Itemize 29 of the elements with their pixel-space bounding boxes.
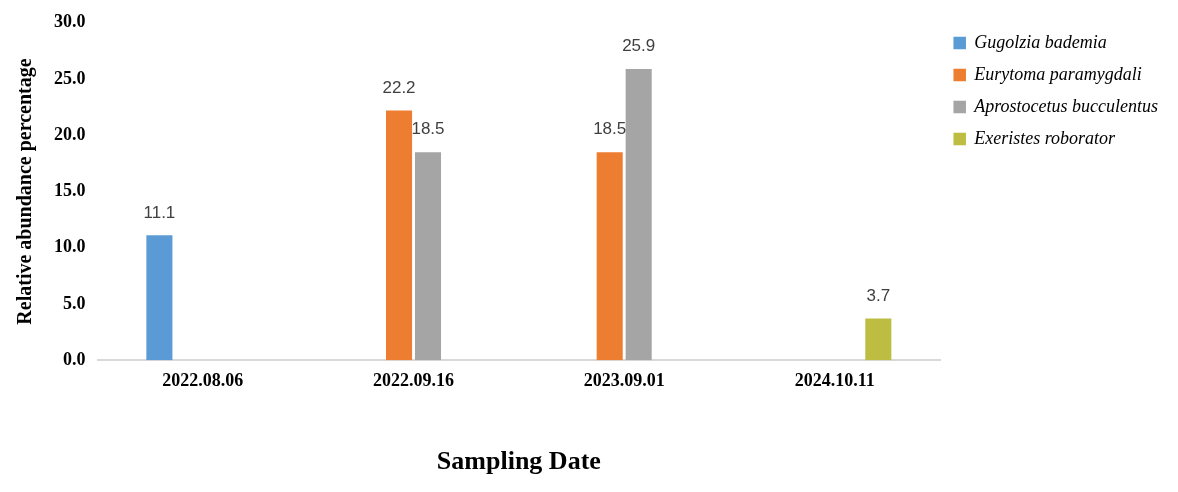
y-axis-title: Relative abundance percentage <box>13 58 37 325</box>
bar <box>596 152 623 361</box>
bar <box>865 318 892 361</box>
y-tick-label: 25.0 <box>54 67 86 88</box>
x-tick-label: 2022.08.06 <box>162 369 244 390</box>
data-label: 18.5 <box>411 119 445 139</box>
y-tick-label: 15.0 <box>54 180 86 201</box>
bar <box>146 235 173 361</box>
bar <box>414 152 442 361</box>
x-tick-label: 2023.09.01 <box>583 369 665 390</box>
data-label: 22.2 <box>382 77 416 97</box>
bar <box>625 68 652 361</box>
data-label: 3.7 <box>866 285 891 305</box>
y-tick-label: 20.0 <box>54 123 86 144</box>
x-tick-label: 2024.10.11 <box>794 369 875 390</box>
legend-label: Eurytoma paramygdali <box>973 63 1142 84</box>
y-tick-label: 0.0 <box>63 348 86 369</box>
data-label: 25.9 <box>622 36 656 56</box>
y-tick-label: 5.0 <box>63 292 86 313</box>
x-tick-label: 2022.09.16 <box>373 369 455 390</box>
data-label: 11.1 <box>143 202 176 222</box>
x-axis-title: Sampling Date <box>436 446 601 476</box>
data-label: 18.5 <box>593 119 627 139</box>
y-tick-label: 30.0 <box>54 11 86 32</box>
legend-label: Aprostocetus bucculentus <box>973 95 1158 116</box>
legend-label: Exeristes roborator <box>973 127 1117 148</box>
y-tick-label: 10.0 <box>54 236 86 257</box>
legend-label: Gugolzia bademia <box>974 31 1107 52</box>
bar <box>385 110 413 361</box>
